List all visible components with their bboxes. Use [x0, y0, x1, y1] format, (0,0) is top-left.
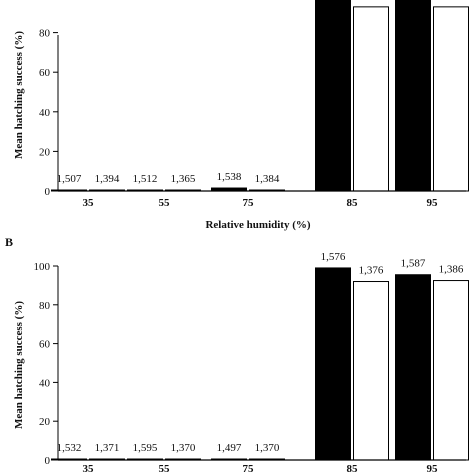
y-tick-label: 40 — [39, 107, 51, 119]
category-label-95: 95 — [427, 197, 439, 209]
bar-95-series-2 — [433, 6, 469, 192]
y-axis-title: Mean hatching success (%) — [13, 31, 25, 159]
bar-data-label: 1,365 — [171, 173, 196, 185]
y-tick-label: 60 — [39, 339, 51, 351]
bar-85-series-1 — [315, 267, 351, 461]
category-label-55: 55 — [159, 197, 171, 209]
y-tick-label: 20 — [39, 146, 51, 158]
bar-data-label: 1,507 — [57, 173, 82, 185]
bar-data-label: 1,532 — [57, 442, 82, 454]
bar-data-label: 1,394 — [95, 173, 120, 185]
y-tick-label: 40 — [39, 377, 51, 389]
y-tick-label: 80 — [39, 28, 51, 40]
bar-95-series-2 — [433, 280, 469, 461]
bar-data-label: 1,538 — [217, 171, 242, 183]
category-label-85: 85 — [347, 197, 359, 209]
y-tick-label: 80 — [39, 300, 51, 312]
x-axis-title: Relative humidity (%) — [205, 219, 310, 231]
category-label-85: 85 — [347, 463, 359, 474]
bar-data-label: 1,371 — [95, 442, 120, 454]
bar-data-label: 1,512 — [133, 173, 158, 185]
bar-data-label: 1,576 — [321, 251, 346, 263]
bar-data-label: 1,370 — [171, 442, 196, 454]
category-label-55: 55 — [159, 463, 171, 474]
category-label-75: 75 — [243, 197, 255, 209]
bar-data-label: 1,370 — [255, 442, 280, 454]
bar-data-label: 1,384 — [255, 173, 280, 185]
category-label-35: 35 — [83, 197, 95, 209]
category-label-75: 75 — [243, 463, 255, 474]
bar-85-series-2 — [353, 281, 389, 461]
y-tick-label: 60 — [39, 67, 51, 79]
category-label-95: 95 — [427, 463, 439, 474]
bar-85-series-2 — [353, 6, 389, 192]
bar-data-label: 1,386 — [439, 264, 464, 276]
y-axis-title: Mean hatching success (%) — [13, 301, 25, 429]
bar-data-label: 1,595 — [133, 442, 158, 454]
y-tick-label: 0 — [45, 186, 51, 198]
bar-data-label: 1,376 — [359, 265, 384, 277]
category-label-35: 35 — [83, 463, 95, 474]
panel-label: B — [5, 235, 13, 249]
bar-95-series-1 — [395, 274, 431, 461]
bar-data-label: 1,587 — [401, 258, 426, 270]
bar-data-label: 1,497 — [217, 442, 242, 454]
bar-85-series-1 — [315, 0, 351, 192]
y-tick-label: 100 — [34, 261, 51, 273]
y-tick-label: 20 — [39, 416, 51, 428]
y-tick-label: 0 — [45, 455, 51, 467]
bar-95-series-1 — [395, 0, 431, 192]
